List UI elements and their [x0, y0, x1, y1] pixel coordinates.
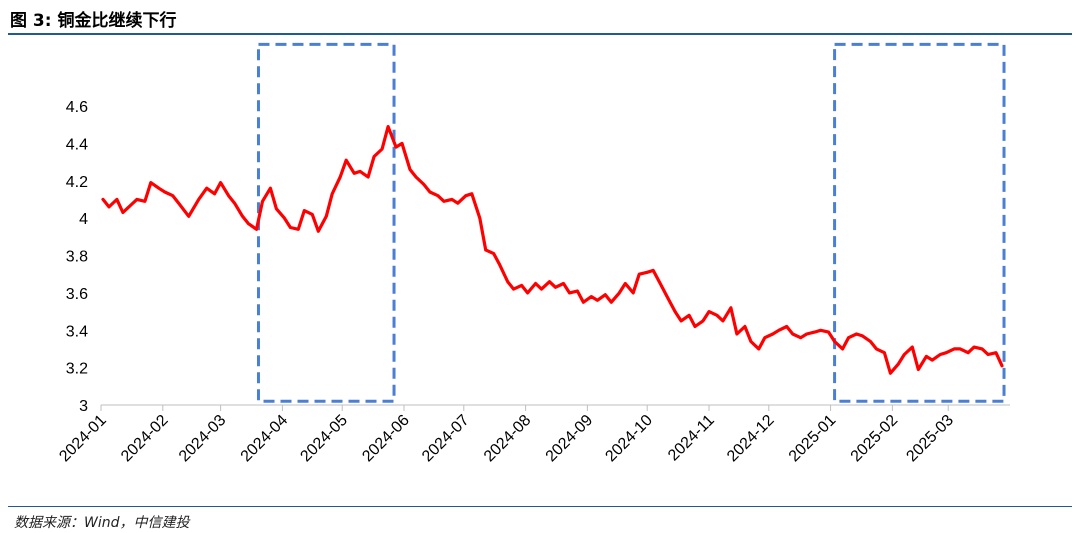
- y-tick-label: 4.6: [66, 99, 88, 116]
- y-tick-label: 3.4: [66, 323, 88, 340]
- y-tick-label: 3: [79, 398, 88, 415]
- bottom-rule: [8, 506, 1072, 507]
- y-tick-label: 3.2: [66, 361, 88, 378]
- y-tick-label: 4.4: [66, 136, 88, 153]
- x-tick-label: 2024-03: [176, 412, 230, 466]
- y-tick-label: 3.8: [66, 249, 88, 266]
- x-tick-label: 2025-02: [848, 412, 902, 466]
- x-tick-label: 2024-07: [419, 412, 473, 466]
- highlight-boxes: [256, 42, 1006, 403]
- x-tick-label: 2024-06: [359, 412, 413, 466]
- x-tick-label: 2024-04: [238, 412, 292, 466]
- x-tick-label: 2025-03: [903, 412, 957, 466]
- x-tick-label: 2024-12: [724, 412, 778, 466]
- x-tick-label: 2024-05: [297, 412, 351, 466]
- series-group: [101, 124, 1004, 375]
- x-tick-label: 2024-01: [56, 412, 110, 466]
- highlight-box: [256, 42, 396, 403]
- y-tick-label: 4: [79, 211, 88, 228]
- chart-title: 图 3: 铜金比继续下行: [10, 11, 177, 31]
- source-note: 数据来源：Wind，中信建投: [14, 515, 190, 531]
- highlight-box: [833, 42, 1006, 403]
- x-tick-label: 2025-01: [786, 412, 840, 466]
- series-line: [101, 124, 1004, 375]
- x-tick-label: 2024-10: [602, 412, 656, 466]
- top-rule: [8, 33, 1072, 35]
- x-tick-label: 2024-11: [665, 412, 718, 465]
- x-tick-label: 2024-02: [118, 412, 172, 466]
- y-tick-label: 3.6: [66, 286, 88, 303]
- x-tick-label: 2024-09: [543, 412, 597, 466]
- y-tick-label: 4.2: [66, 174, 88, 191]
- x-tick-label: 2024-08: [481, 412, 535, 466]
